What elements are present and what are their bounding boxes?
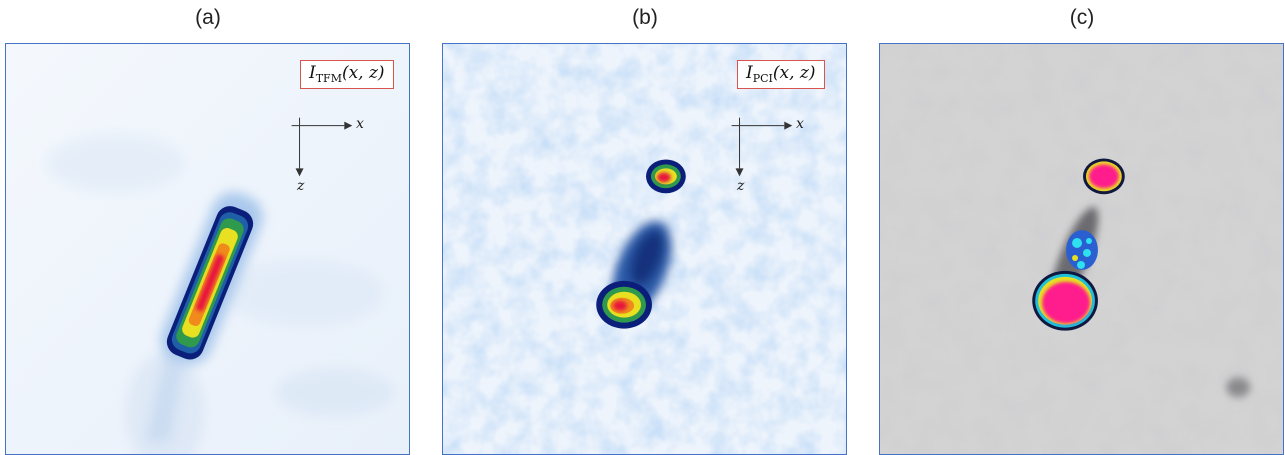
axis-z-label: z bbox=[297, 178, 305, 194]
axis-x-label: x bbox=[796, 116, 804, 132]
tfm-image bbox=[6, 44, 409, 454]
pci-image bbox=[443, 44, 846, 454]
panel-label-c: (c) bbox=[1069, 6, 1095, 29]
formula-pci-label: IPCI(x, z) bbox=[737, 60, 825, 89]
panel-a-tfm-image: ITFM(x, z) x z bbox=[5, 43, 410, 455]
formula-symbol: I bbox=[309, 63, 316, 83]
axis-indicator bbox=[291, 117, 353, 177]
panel-c-processed-image bbox=[879, 43, 1284, 455]
axis-indicator bbox=[731, 117, 793, 177]
formula-subscript: TFM bbox=[315, 72, 342, 85]
panel-b-pci-image: IPCI(x, z) x z bbox=[442, 43, 847, 455]
axis-z-label: z bbox=[737, 178, 745, 194]
formula-subscript: PCI bbox=[752, 72, 773, 85]
formula-tfm-label: ITFM(x, z) bbox=[300, 60, 394, 89]
axis-x-label: x bbox=[356, 116, 364, 132]
formula-symbol: I bbox=[746, 63, 753, 83]
formula-args: (x, z) bbox=[341, 63, 385, 83]
panel-label-a: (a) bbox=[195, 6, 221, 29]
processed-image bbox=[880, 44, 1283, 454]
panel-label-b: (b) bbox=[632, 6, 658, 29]
formula-args: (x, z) bbox=[772, 63, 816, 83]
